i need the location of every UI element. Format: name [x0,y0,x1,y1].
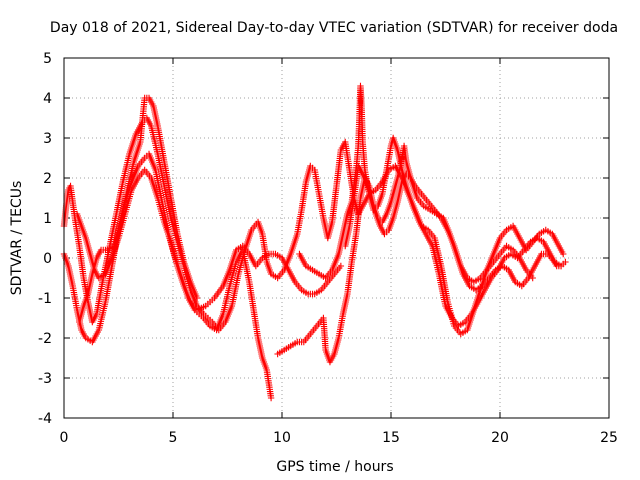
y-tick-label: -2 [38,331,52,347]
y-tick-label: 4 [43,91,52,107]
x-tick-label: 20 [491,430,509,446]
data-point [557,262,565,270]
y-tick-label: -1 [38,291,52,307]
y-tick-label: 1 [43,211,52,227]
plot-frame [63,57,610,419]
x-tick-label: 10 [273,430,291,446]
y-tick-label: -4 [38,411,52,427]
y-axis-label: SDTVAR / TECUs [9,181,25,296]
x-axis-label: GPS time / hours [276,459,393,475]
data-point [529,274,536,282]
series-track-4 [76,94,201,326]
x-tick-label: 25 [600,430,618,446]
data-marks [60,82,569,402]
x-tick-label: 15 [382,430,400,446]
series-track-3 [73,166,345,314]
axis-ticks [63,57,610,419]
y-tick-label: 2 [43,171,52,187]
y-tick-label: -3 [38,371,52,387]
data-point [193,294,201,302]
x-tick-label: 0 [60,430,69,446]
data-point [562,258,569,266]
series-track-7 [342,162,536,286]
y-tick-label: 3 [43,131,52,147]
y-tick-label: 5 [43,51,52,67]
y-tick-label: 0 [43,251,52,267]
data-point [267,394,275,402]
chart-title: Day 018 of 2021, Sidereal Day-to-day VTE… [50,20,618,36]
grid [64,58,609,418]
data-point [337,262,345,270]
data-point [560,250,567,258]
tick-labels: 0 5 10 15 20 25 -4 -3 -2 -1 0 1 2 3 4 5 [38,51,618,446]
x-tick-label: 5 [169,430,178,446]
